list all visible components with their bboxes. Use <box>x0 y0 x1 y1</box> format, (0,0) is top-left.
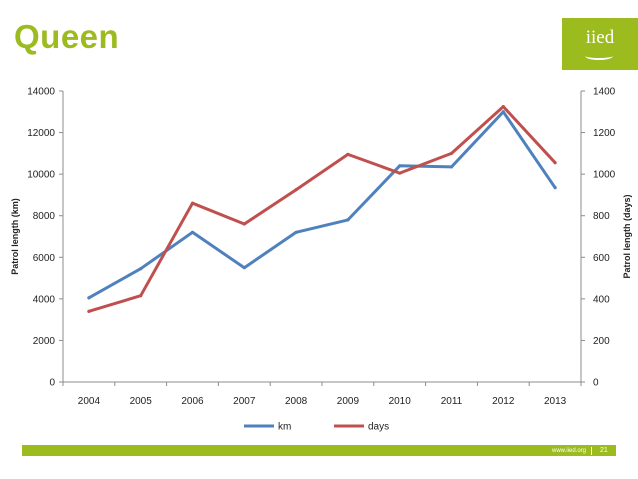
left-tick-label: 8000 <box>33 211 56 222</box>
legend-label-days: days <box>368 422 389 433</box>
left-tick-label: 2000 <box>33 336 56 347</box>
x-tick-label: 2010 <box>389 396 412 407</box>
series-line-days <box>87 105 557 313</box>
data-point-km <box>398 164 402 168</box>
x-tick-label: 2012 <box>492 396 515 407</box>
x-tick-label: 2009 <box>337 396 360 407</box>
data-point-km <box>139 267 143 271</box>
x-tick-label: 2008 <box>285 396 308 407</box>
data-point-days <box>398 171 402 175</box>
footer-separator <box>591 447 592 455</box>
logo-text: iied <box>585 27 615 48</box>
iied-logo: iied <box>562 18 638 70</box>
data-point-days <box>501 104 505 109</box>
left-tick-label: 14000 <box>27 87 55 98</box>
data-point-km <box>294 230 298 234</box>
left-tick-label: 10000 <box>27 170 55 181</box>
right-tick-label: 200 <box>593 336 610 347</box>
right-tick-label: 1200 <box>593 128 616 139</box>
data-point-km <box>87 296 91 300</box>
data-point-km <box>242 266 246 270</box>
x-tick-label: 2005 <box>130 396 153 407</box>
x-tick-label: 2013 <box>544 396 567 407</box>
footer-url: www.iied.org <box>552 448 587 454</box>
legend-label-km: km <box>278 422 291 433</box>
left-tick-label: 4000 <box>33 294 56 305</box>
data-point-km <box>501 110 505 114</box>
slide-title: Queen <box>14 18 120 55</box>
data-point-days <box>346 152 350 156</box>
x-tick-label: 2011 <box>441 396 463 407</box>
series-line-km <box>87 110 557 300</box>
right-axis-title: Patrol length (days) <box>622 194 632 278</box>
page-number: 21 <box>600 447 608 454</box>
x-tick-label: 2006 <box>181 396 204 407</box>
footer-bar <box>22 445 616 456</box>
patrol-length-chart: 0 2000 4000 6000 8000 10000 12000 14000 0 200 400 6… <box>10 87 632 433</box>
left-tick-label: 6000 <box>33 253 56 264</box>
data-point-days <box>139 294 143 298</box>
right-tick-label: 1400 <box>593 87 616 98</box>
right-tick-label: 0 <box>593 378 599 389</box>
left-tick-label: 0 <box>49 378 55 389</box>
right-tick-label: 400 <box>593 294 610 305</box>
right-tick-label: 1000 <box>593 170 616 181</box>
data-point-km <box>190 230 195 234</box>
x-tick-label: 2004 <box>78 396 101 407</box>
right-tick-label: 600 <box>593 253 610 264</box>
data-point-days <box>449 151 454 155</box>
data-point-km <box>553 186 557 190</box>
data-point-days <box>553 161 557 165</box>
logo-swoosh-icon <box>585 52 613 60</box>
data-point-days <box>87 309 91 313</box>
data-point-days <box>190 201 195 205</box>
left-axis-title: Patrol length (km) <box>10 198 20 275</box>
right-tick-label: 800 <box>593 211 610 222</box>
data-point-days <box>242 222 246 226</box>
data-point-km <box>346 218 350 222</box>
left-tick-label: 12000 <box>27 128 55 139</box>
x-tick-label: 2007 <box>233 396 256 407</box>
data-point-km <box>449 165 454 169</box>
data-point-days <box>294 188 298 192</box>
